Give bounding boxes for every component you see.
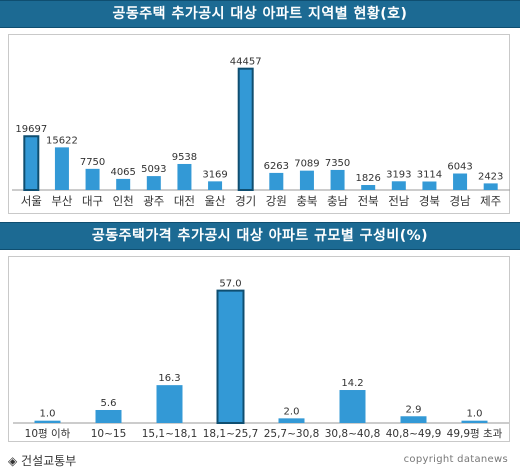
chart1-tick-label: 부산 [51, 194, 73, 208]
chart2-bar [156, 385, 183, 423]
chart1-data-label: 1826 [355, 173, 380, 184]
chart1-tick-label: 전남 [388, 194, 410, 208]
chart2-bar [400, 416, 427, 423]
chart2-data-label: 14.2 [341, 378, 363, 389]
chart2-bar [278, 418, 305, 423]
chart1-tick-label: 충북 [296, 194, 317, 208]
chart1-svg: 19697 서울 15622 부산 7750 대구 4065 인천 5093 광주 9538 대전 31… [12, 57, 510, 208]
chart1-panel: 19697 서울 15622 부산 7750 대구 4065 인천 5093 광주 9538 대전 31… [8, 34, 510, 214]
chart1-data-label: 5093 [141, 164, 166, 175]
chart2-tick-label: 40,8~49,9 [386, 428, 442, 440]
chart1-tick-label: 대구 [82, 194, 103, 208]
chart1-data-label: 4065 [110, 167, 135, 178]
chart2-data-label: 1.0 [467, 409, 483, 420]
chart1-tick-label: 인천 [113, 194, 134, 208]
chart1-bar [116, 178, 131, 190]
chart1-tick-label: 경북 [419, 194, 440, 208]
chart1-bar [269, 172, 284, 190]
chart2-data-label: 16.3 [158, 373, 180, 384]
chart1-tick-label: 제주 [480, 194, 501, 208]
chart2-bar [216, 289, 245, 425]
chart2-tick-label: 10평 이하 [25, 427, 71, 440]
chart2-tick-label: 25,7~30,8 [264, 428, 320, 440]
chart1-tick-label: 서울 [21, 194, 42, 208]
chart1-data-label: 3193 [386, 169, 411, 180]
chart2-data-label: 1.0 [40, 409, 56, 420]
chart2-title-banner: 공동주택가격 추가공시 대상 아파트 규모별 구성비(%) [0, 222, 520, 250]
chart1-data-label: 3169 [202, 169, 227, 180]
chart1-tick-label: 광주 [143, 194, 164, 208]
chart1-bar [361, 185, 376, 190]
chart1-bar [54, 147, 69, 190]
chart1-data-label: 15622 [46, 135, 78, 146]
chart1-tick-label: 경남 [449, 194, 471, 208]
chart2-bar [461, 420, 488, 423]
source-label: ◈ 건설교통부 [8, 454, 77, 468]
chart2-svg: 1.0 10평 이하 5.6 10~15 16.3 15,1~18,1 57.0 18,1~2… [13, 279, 509, 440]
chart1-data-label: 6263 [264, 161, 289, 172]
chart1-data-label: 44457 [230, 57, 262, 68]
chart1-tick-label: 강원 [266, 194, 287, 208]
chart2-data-label: 57.0 [219, 279, 241, 290]
chart1-bar [422, 181, 437, 190]
chart1-bar [85, 168, 100, 190]
chart1-data-label: 9538 [172, 152, 197, 163]
chart1-data-label: 7089 [294, 159, 319, 170]
chart2-data-label: 2.9 [406, 404, 422, 415]
chart1-bar [23, 135, 40, 192]
copyright-label: copyright datanews [403, 454, 508, 465]
chart1-bar [299, 170, 314, 190]
chart1-bar [453, 173, 468, 190]
chart1-tick-label: 대전 [174, 194, 195, 208]
chart2-tick-label: 49,9평 초과 [447, 428, 503, 440]
chart1-data-label: 6043 [447, 162, 472, 173]
chart2-bar [95, 409, 122, 423]
chart2-tick-label: 10~15 [91, 428, 127, 440]
chart1-tick-label: 경기 [235, 194, 256, 208]
chart1-tick-label: 울산 [204, 194, 226, 208]
chart1-data-label: 19697 [15, 124, 47, 135]
chart1-bar [177, 163, 192, 190]
chart1-bar [391, 181, 406, 190]
chart1-tick-label: 충남 [327, 194, 349, 208]
chart2-tick-label: 15,1~18,1 [142, 428, 198, 440]
chart1-data-label: 3114 [417, 170, 442, 181]
chart1-bar [146, 176, 161, 190]
chart1-bar [208, 181, 223, 190]
chart2-bar [339, 390, 366, 423]
chart2-tick-label: 30,8~40,8 [325, 428, 381, 440]
chart2-data-label: 5.6 [101, 398, 117, 409]
chart1-data-label: 7750 [80, 157, 105, 168]
chart1-data-label: 7350 [325, 158, 350, 169]
chart1-data-label: 2423 [478, 171, 503, 182]
chart2-panel: 1.0 10평 이하 5.6 10~15 16.3 15,1~18,1 57.0 18,1~2… [8, 256, 510, 442]
chart2-tick-label: 18,1~25,7 [203, 428, 259, 440]
chart1-title-banner: 공동주택 추가공시 대상 아파트 지역별 현황(호) [0, 0, 520, 28]
chart1-bar [237, 67, 254, 191]
chart1-tick-label: 전북 [358, 194, 379, 208]
chart1-bar [483, 183, 498, 190]
chart2-bar [34, 420, 61, 423]
chart2-data-label: 2.0 [284, 406, 300, 417]
chart1-bar [330, 169, 345, 190]
